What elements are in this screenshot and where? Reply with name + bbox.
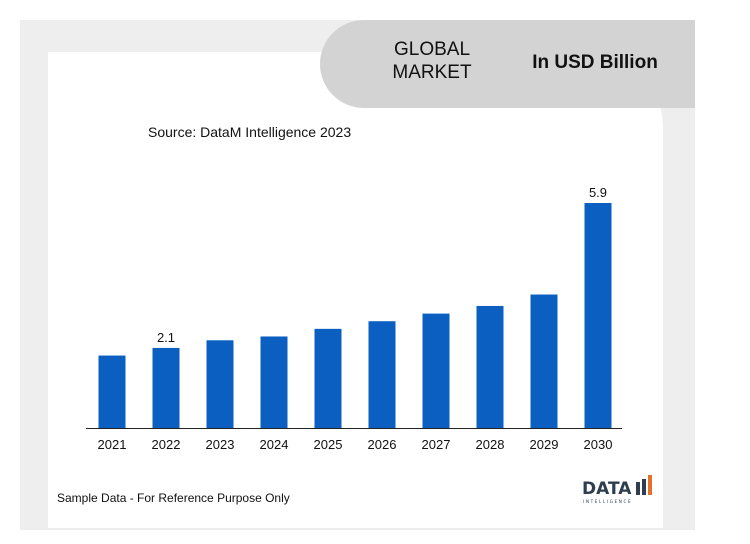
- tick-label-2030: 2030: [584, 437, 613, 452]
- market-title-line-2: MARKET: [392, 62, 472, 83]
- market-title: GLOBAL MARKET: [362, 38, 502, 84]
- datam-logo: DATA INTELLIGENCE: [582, 475, 652, 504]
- bar-2026: [368, 321, 396, 428]
- bar-2028: [476, 305, 504, 428]
- tick-label-2024: 2024: [260, 437, 289, 452]
- logo-wordmark: DATA: [582, 479, 632, 499]
- bar-2024: [260, 336, 288, 428]
- logo-tagline: INTELLIGENCE: [583, 499, 632, 504]
- tick-labels-group: 2021 2022 2023 2024 2025 2026 2027 2028 2029 2030: [98, 437, 613, 452]
- chart-card: [48, 52, 663, 528]
- market-title-line-1: GLOBAL: [393, 39, 471, 60]
- bars-group: [98, 203, 612, 428]
- bar-2030: [584, 203, 612, 428]
- tick-label-2023: 2023: [206, 437, 235, 452]
- source-note: Source: DataM Intelligence 2023: [148, 124, 352, 140]
- bar-2022: [152, 347, 180, 428]
- logo-bar-1: [636, 482, 640, 495]
- tick-label-2026: 2026: [368, 437, 397, 452]
- logo-bar-3: [648, 475, 652, 495]
- data-label-2030: 5.9: [589, 185, 607, 200]
- tick-label-2027: 2027: [422, 437, 451, 452]
- tick-label-2025: 2025: [314, 437, 343, 452]
- tick-label-2028: 2028: [476, 437, 505, 452]
- bar-2021: [98, 355, 126, 428]
- tick-label-2029: 2029: [530, 437, 559, 452]
- bar-2025: [314, 328, 342, 428]
- tick-label-2022: 2022: [152, 437, 181, 452]
- bar-2027: [422, 313, 450, 428]
- header-pill: [320, 20, 695, 108]
- logo-bar-2: [642, 479, 646, 495]
- unit-label: In USD Billion: [532, 52, 658, 73]
- footer-note: Sample Data - For Reference Purpose Only: [57, 491, 290, 505]
- data-labels-group: 2.1 5.9: [157, 185, 607, 345]
- bar-2029: [530, 294, 558, 428]
- data-label-2022: 2.1: [157, 330, 175, 345]
- tick-label-2021: 2021: [98, 437, 127, 452]
- bar-2023: [206, 340, 234, 428]
